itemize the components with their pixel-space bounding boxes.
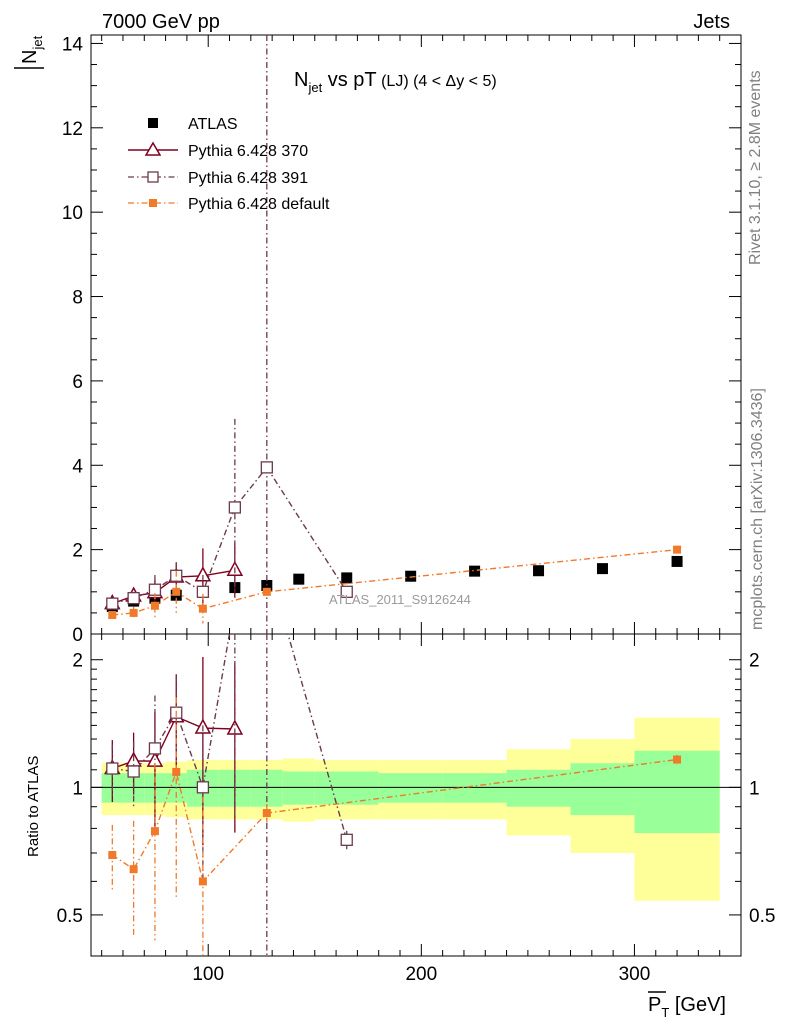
analysis-watermark: ATLAS_2011_S9126244 — [329, 592, 471, 607]
ratio-point-default-0 — [108, 851, 117, 860]
ratio-point-391-1 — [127, 765, 140, 778]
ytick-label-4: 4 — [72, 456, 83, 477]
series-391 — [106, 35, 353, 634]
legend-marker-atlas — [148, 118, 158, 128]
ytick-label-10: 10 — [62, 203, 83, 224]
point-default-4 — [198, 604, 207, 613]
point-atlas-7 — [293, 573, 305, 585]
point-391-5 — [228, 501, 242, 514]
legend-label-370: Pythia 6.428 370 — [188, 143, 308, 160]
legend-label-391: Pythia 6.428 391 — [188, 170, 308, 187]
ylabel: Njet — [19, 35, 45, 64]
point-391-0 — [106, 597, 119, 610]
ratio-point-default-4 — [198, 877, 207, 886]
ratio-point-default-2 — [150, 827, 159, 836]
line-391 — [112, 466, 348, 605]
band-inner-9 — [378, 773, 443, 803]
header-energy: 7000 GeV pp — [102, 11, 220, 33]
legend-label-default: Pythia 6.428 default — [188, 196, 330, 213]
point-atlas-8 — [341, 572, 353, 584]
ytick-label-14: 14 — [62, 34, 84, 55]
ratio-series-default — [108, 697, 682, 956]
band-inner-8 — [314, 771, 379, 805]
xlabel-sub: T — [661, 1005, 669, 1020]
ratio-layer — [104, 634, 682, 956]
band-inner-12 — [570, 763, 635, 816]
title-vs: vs pT — [322, 69, 376, 91]
ytick-label-8: 8 — [72, 288, 83, 309]
rtick-label-left-0.5: 0.5 — [57, 906, 83, 927]
title-detail: (LJ) (4 < Δy < 5) — [377, 73, 497, 90]
ratio-point-391-7 — [340, 833, 353, 846]
point-atlas-9 — [405, 570, 417, 582]
ratio-point-default-6 — [673, 755, 682, 764]
xtick-label-300: 300 — [619, 964, 651, 985]
ratio-point-default-3 — [172, 767, 181, 776]
rtick-label-right-2: 2 — [749, 651, 760, 672]
legend-label-atlas: ATLAS — [188, 116, 238, 133]
series-default — [108, 545, 682, 624]
ylabel-sub: jet — [30, 35, 45, 50]
legend-marker-391 — [147, 171, 159, 183]
ytick-label-2: 2 — [72, 541, 83, 562]
point-default-0 — [108, 611, 117, 620]
title-n: N — [294, 69, 308, 91]
xtick-label-100: 100 — [192, 964, 224, 985]
rtick-label-right-1: 1 — [749, 778, 760, 799]
ytick-label-6: 6 — [72, 372, 83, 393]
band-inner-10 — [442, 773, 507, 803]
band-inner-7 — [282, 771, 315, 805]
ratio-point-391-2 — [148, 742, 162, 755]
ratio-plot-frame — [90, 633, 742, 957]
point-default-1 — [129, 608, 138, 617]
xlabel-unit: [GeV] — [669, 994, 726, 1016]
xtick-label-200: 200 — [405, 964, 437, 985]
rtick-label-left-1: 1 — [72, 778, 83, 799]
ylabel-n: N — [19, 50, 41, 64]
rtick-label-left-2: 2 — [72, 651, 83, 672]
title-sub: jet — [307, 80, 322, 95]
point-atlas-12 — [596, 563, 608, 575]
point-atlas-10 — [469, 565, 481, 577]
ratio-point-default-1 — [129, 865, 138, 874]
band-inner-11 — [506, 769, 571, 807]
ytick-label-0: 0 — [72, 625, 83, 646]
rtick-label-right-0.5: 0.5 — [749, 906, 775, 927]
point-default-6 — [673, 545, 682, 554]
xlabel: PT [GeV] — [648, 994, 726, 1020]
xlabel-p: P — [648, 994, 661, 1016]
point-default-2 — [150, 601, 159, 610]
ratio-point-391-4 — [196, 781, 210, 794]
point-default-5 — [262, 587, 271, 596]
rivet-label: Rivet 3.1.10, ≥ 2.8M events — [747, 70, 764, 265]
header-jets: Jets — [693, 11, 730, 33]
point-default-3 — [172, 587, 181, 596]
point-atlas-13 — [671, 555, 683, 567]
legend-marker-default — [149, 199, 157, 207]
point-atlas-11 — [533, 565, 545, 577]
point-391-6 — [260, 461, 273, 474]
point-391-1 — [127, 591, 140, 605]
ratio-series-391 — [106, 634, 353, 956]
ytick-label-12: 12 — [62, 119, 83, 140]
ratio-point-391-0 — [106, 762, 119, 775]
series-layer — [104, 35, 683, 634]
mc-uncertainty-band — [91, 717, 741, 901]
plot-title: Njet vs pT (LJ) (4 < Δy < 5) — [294, 69, 497, 95]
legend-marker-370 — [144, 141, 162, 156]
band-inner-13 — [634, 750, 720, 834]
ratio-point-default-5 — [262, 809, 271, 818]
point-391-7 — [340, 585, 353, 598]
mcplots-label: mcplots.cern.ch [arXiv:1306.3436] — [749, 388, 766, 630]
ratio-ylabel: Ratio to ATLAS — [25, 756, 42, 857]
legend: ATLAS Pythia 6.428 370 Pythia 6.428 391 … — [128, 116, 330, 213]
